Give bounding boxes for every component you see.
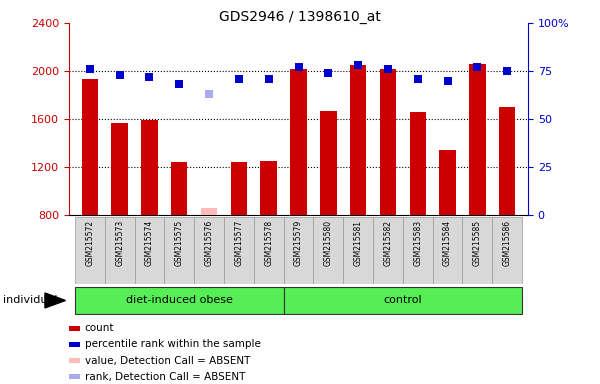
Bar [492,217,522,284]
Bar [403,217,433,284]
Bar [75,286,284,314]
Bar [134,217,164,284]
Text: GSM215575: GSM215575 [175,220,184,266]
Text: GSM215586: GSM215586 [503,220,512,266]
Bar [230,162,247,215]
Bar [380,69,396,215]
Text: diet-induced obese: diet-induced obese [126,295,233,306]
Bar [254,217,284,284]
Bar [171,162,187,215]
Text: rank, Detection Call = ABSENT: rank, Detection Call = ABSENT [85,372,245,382]
Bar [469,64,485,215]
Polygon shape [45,293,65,308]
Bar [284,217,313,284]
Text: GSM215578: GSM215578 [264,220,273,266]
Bar [313,217,343,284]
Text: GSM215577: GSM215577 [235,220,244,266]
Bar [320,111,337,215]
Text: GSM215580: GSM215580 [324,220,333,266]
Bar [201,208,217,215]
Bar [463,217,492,284]
Bar [410,112,426,215]
Bar [439,150,456,215]
Bar [284,286,522,314]
Text: GSM215574: GSM215574 [145,220,154,266]
Text: count: count [85,323,114,333]
Bar [112,122,128,215]
Bar [141,120,158,215]
Text: percentile rank within the sample: percentile rank within the sample [85,339,260,349]
Text: control: control [383,295,422,306]
Text: GSM215585: GSM215585 [473,220,482,266]
Text: GSM215576: GSM215576 [205,220,214,266]
Text: GSM215584: GSM215584 [443,220,452,266]
Bar [433,217,463,284]
Text: GSM215572: GSM215572 [85,220,94,266]
Bar [105,217,134,284]
Bar [343,217,373,284]
Bar [194,217,224,284]
Text: GSM215583: GSM215583 [413,220,422,266]
Text: value, Detection Call = ABSENT: value, Detection Call = ABSENT [85,356,250,366]
Bar [350,65,367,215]
Bar [290,69,307,215]
Text: GDS2946 / 1398610_at: GDS2946 / 1398610_at [219,10,381,23]
Text: GSM215579: GSM215579 [294,220,303,266]
Bar [164,217,194,284]
Bar [224,217,254,284]
Bar [373,217,403,284]
Bar [260,161,277,215]
Bar [499,107,515,215]
Text: GSM215582: GSM215582 [383,220,392,266]
Bar [82,79,98,215]
Bar [75,217,105,284]
Text: individual: individual [3,295,58,306]
Text: GSM215581: GSM215581 [353,220,362,266]
Text: GSM215573: GSM215573 [115,220,124,266]
